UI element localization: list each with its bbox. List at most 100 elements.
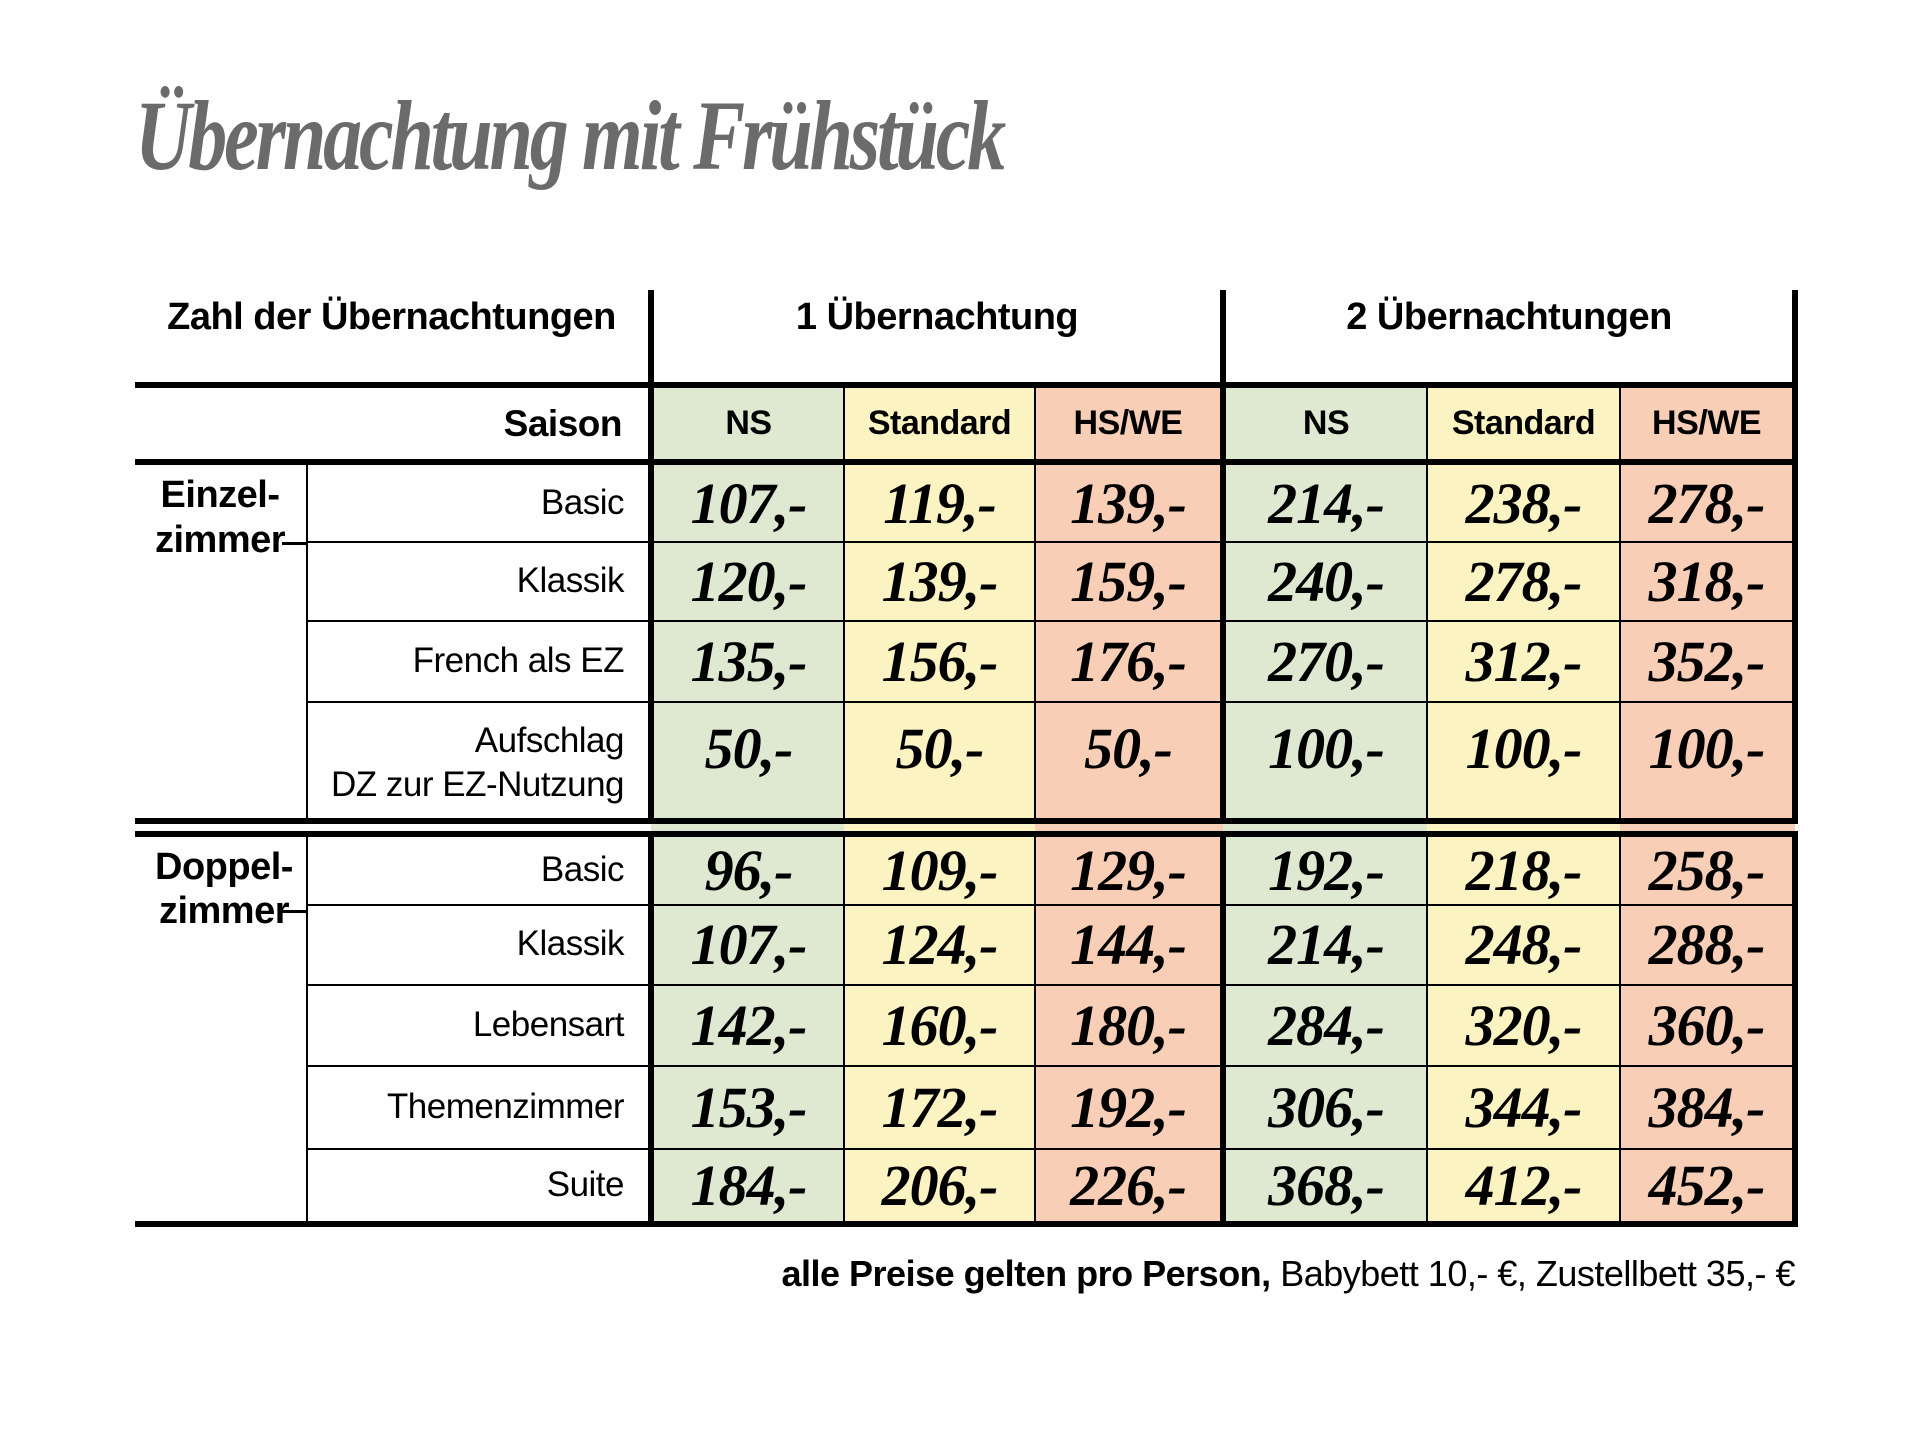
price-cell: 100,-: [1220, 701, 1428, 837]
price-cell: 142,-: [648, 983, 844, 1066]
price-cell: 107,-: [648, 903, 844, 985]
category-line: Einzel-: [160, 474, 280, 516]
room-type-label: Klassik: [307, 903, 651, 985]
season-header-standard-1: Standard: [843, 385, 1035, 465]
price-cell: 184,-: [648, 1147, 844, 1227]
price-cell: 384,-: [1619, 1064, 1799, 1149]
header-row-season: Saison NS Standard HS/WE NS Standard HS/…: [135, 385, 1799, 465]
price-cell: 176,-: [1033, 620, 1224, 702]
table-row: Themenzimmer 153,- 172,- 192,- 306,- 344…: [135, 1064, 1799, 1149]
price-cell: 412,-: [1426, 1147, 1621, 1227]
table-row: Aufschlag DZ zur EZ-Nutzung 50,- 50,- 50…: [135, 701, 1799, 837]
header-row-nights: Zahl der Übernachtungen 1 Übernachtung 2…: [135, 290, 1799, 388]
table-row: Klassik 107,- 124,- 144,- 214,- 248,- 28…: [135, 903, 1799, 985]
price-cell: 344,-: [1426, 1064, 1621, 1149]
price-cell: 50,-: [648, 701, 844, 837]
room-type-line: Aufschlag: [474, 721, 625, 760]
price-cell: 120,-: [648, 541, 844, 621]
price-cell: 50,-: [843, 701, 1035, 837]
room-type-label: Lebensart: [307, 983, 651, 1066]
footer-note-regular: Babybett 10,- €, Zustellbett 35,- €: [1270, 1252, 1795, 1294]
table-row: Lebensart 142,- 160,- 180,- 284,- 320,- …: [135, 983, 1799, 1066]
price-cell: 278,-: [1619, 462, 1799, 542]
price-cell: 139,-: [1033, 462, 1224, 542]
price-cell: 119,-: [843, 462, 1035, 542]
room-type-label: Basic: [307, 462, 651, 542]
price-cell: 226,-: [1033, 1147, 1224, 1227]
category-line: zimmer: [158, 890, 290, 933]
price-cell: 258,-: [1619, 827, 1799, 905]
room-type-line: DZ zur EZ-Nutzung: [331, 765, 624, 805]
price-cell: 240,-: [1220, 541, 1428, 621]
price-cell: 180,-: [1033, 983, 1224, 1066]
category-einzelzimmer: Einzel- zimmer: [135, 462, 308, 837]
price-cell: 100,-: [1619, 701, 1799, 837]
price-cell: 50,-: [1033, 701, 1224, 837]
group-header-1-night: 1 Übernachtung: [647, 290, 1224, 388]
room-type-label: French als EZ: [307, 620, 651, 702]
price-cell: 218,-: [1426, 827, 1621, 905]
room-type-label: Basic: [307, 827, 651, 905]
season-header-standard-2: Standard: [1426, 385, 1621, 465]
season-header-ns-2: NS: [1220, 385, 1428, 465]
group-header-2-nights: 2 Übernachtungen: [1220, 290, 1799, 388]
price-cell: 96,-: [648, 827, 844, 905]
price-cell: 214,-: [1220, 903, 1428, 985]
saison-header: Saison: [135, 385, 651, 465]
price-cell: 192,-: [1033, 1064, 1224, 1149]
corner-header: Zahl der Übernachtungen: [135, 290, 651, 388]
price-cell: 135,-: [648, 620, 844, 702]
price-cell: 159,-: [1033, 541, 1224, 621]
table-row: Klassik 120,- 139,- 159,- 240,- 278,- 31…: [135, 541, 1799, 621]
room-type-label: Klassik: [307, 541, 651, 621]
price-cell: 192,-: [1220, 827, 1428, 905]
price-cell: 284,-: [1220, 983, 1428, 1066]
price-cell: 172,-: [843, 1064, 1035, 1149]
footer-note: alle Preise gelten pro Person, Babybett …: [135, 1253, 1795, 1295]
price-cell: 270,-: [1220, 620, 1428, 702]
price-cell: 352,-: [1619, 620, 1799, 702]
price-cell: 107,-: [648, 462, 844, 542]
price-cell: 153,-: [648, 1064, 844, 1149]
season-header-ns-1: NS: [648, 385, 844, 465]
price-cell: 306,-: [1220, 1064, 1428, 1149]
category-doppelzimmer: Doppel- zimmer: [135, 827, 308, 1227]
room-type-label: Aufschlag DZ zur EZ-Nutzung: [307, 701, 651, 837]
price-cell: 129,-: [1033, 827, 1224, 905]
season-header-hswe-2: HS/WE: [1619, 385, 1799, 465]
price-cell: 144,-: [1033, 903, 1224, 985]
price-cell: 360,-: [1619, 983, 1799, 1066]
price-cell: 278,-: [1426, 541, 1621, 621]
price-cell: 288,-: [1619, 903, 1799, 985]
price-cell: 124,-: [843, 903, 1035, 985]
price-cell: 368,-: [1220, 1147, 1428, 1227]
page-title: Übernachtung mit Frühstück: [135, 80, 1006, 191]
price-cell: 248,-: [1426, 903, 1621, 985]
price-cell: 238,-: [1426, 462, 1621, 542]
footer-note-bold: alle Preise gelten pro Person,: [781, 1252, 1271, 1294]
price-cell: 206,-: [843, 1147, 1035, 1227]
table-row: Doppel- zimmer Basic 96,- 109,- 129,- 19…: [135, 827, 1799, 1227]
table-row: Einzel- zimmer Basic 107,- 119,- 139,- 2…: [135, 462, 1799, 837]
price-cell: 214,-: [1220, 462, 1428, 542]
price-cell: 109,-: [843, 827, 1035, 905]
table-row: Suite 184,- 206,- 226,- 368,- 412,- 452,…: [135, 1147, 1799, 1227]
price-cell: 452,-: [1619, 1147, 1799, 1227]
table-row: French als EZ 135,- 156,- 176,- 270,- 31…: [135, 620, 1799, 702]
price-cell: 100,-: [1426, 701, 1621, 837]
category-line: Doppel-: [155, 845, 293, 888]
price-cell: 320,-: [1426, 983, 1621, 1066]
room-type-label: Suite: [307, 1147, 651, 1227]
room-type-label: Themenzimmer: [307, 1064, 651, 1149]
price-cell: 318,-: [1619, 541, 1799, 621]
price-cell: 160,-: [843, 983, 1035, 1066]
category-line: zimmer: [155, 518, 286, 561]
price-cell: 139,-: [843, 541, 1035, 621]
season-header-hswe-1: HS/WE: [1033, 385, 1224, 465]
price-cell: 312,-: [1426, 620, 1621, 702]
price-table: Zahl der Übernachtungen 1 Übernachtung 2…: [135, 290, 1799, 1227]
category-dash: [282, 542, 306, 545]
price-cell: 156,-: [843, 620, 1035, 702]
category-dash: [282, 909, 306, 913]
page: Übernachtung mit Frühstück Zahl der Über…: [135, 80, 1799, 1295]
